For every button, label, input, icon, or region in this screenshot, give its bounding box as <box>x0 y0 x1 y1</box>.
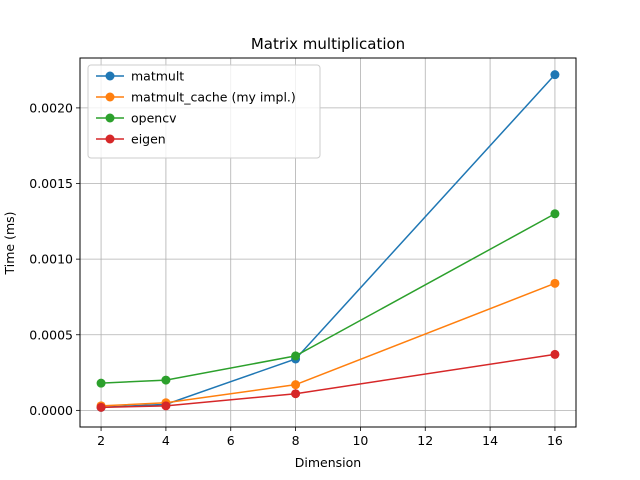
x-tick-label: 2 <box>97 433 105 448</box>
legend-marker <box>105 92 115 102</box>
data-point <box>161 375 171 385</box>
series-line <box>101 74 556 409</box>
data-point <box>96 402 106 412</box>
series-line <box>101 213 556 384</box>
data-point <box>550 209 560 219</box>
legend-label: matmult <box>131 69 184 84</box>
legend-marker <box>105 71 115 81</box>
x-axis-ticks: 2 4 6 8 10 12 14 16 <box>97 427 563 448</box>
legend-marker <box>105 134 115 144</box>
data-point <box>291 380 301 390</box>
series-line <box>101 353 556 409</box>
x-tick-label: 10 <box>352 433 368 448</box>
series-layer <box>96 70 560 412</box>
series-3 <box>96 349 560 412</box>
legend-marker <box>105 113 115 123</box>
data-point <box>96 378 106 388</box>
series-2 <box>96 209 560 388</box>
y-tick-label: 0.0020 <box>29 100 73 115</box>
x-tick-label: 8 <box>292 433 300 448</box>
x-tick-label: 6 <box>227 433 235 448</box>
y-axis-label: Time (ms) <box>2 211 17 275</box>
data-point <box>291 351 301 361</box>
y-axis-ticks: 0.0000 0.0005 0.0010 0.0015 0.0020 <box>29 100 80 418</box>
legend-label: eigen <box>131 132 166 147</box>
data-point <box>291 389 301 399</box>
data-point <box>550 349 560 359</box>
y-tick-label: 0.0005 <box>29 327 73 342</box>
axes-frame <box>79 57 577 428</box>
series-line <box>101 282 556 407</box>
x-tick-label: 12 <box>417 433 433 448</box>
legend-label: opencv <box>131 111 177 126</box>
x-tick-label: 14 <box>482 433 498 448</box>
chart-title: Matrix multiplication <box>251 35 405 53</box>
x-axis-label: Dimension <box>295 455 361 470</box>
data-point <box>550 278 560 288</box>
data-point <box>550 70 560 80</box>
legend: matmult matmult_cache (my impl.) opencv eig… <box>87 64 321 159</box>
data-point <box>161 401 171 411</box>
y-tick-label: 0.0000 <box>29 403 73 418</box>
legend-label: matmult_cache (my impl.) <box>131 90 296 105</box>
x-tick-label: 16 <box>547 433 563 448</box>
y-tick-label: 0.0015 <box>29 176 73 191</box>
legend-box <box>87 64 321 159</box>
y-tick-label: 0.0010 <box>29 252 73 267</box>
x-tick-label: 4 <box>162 433 170 448</box>
